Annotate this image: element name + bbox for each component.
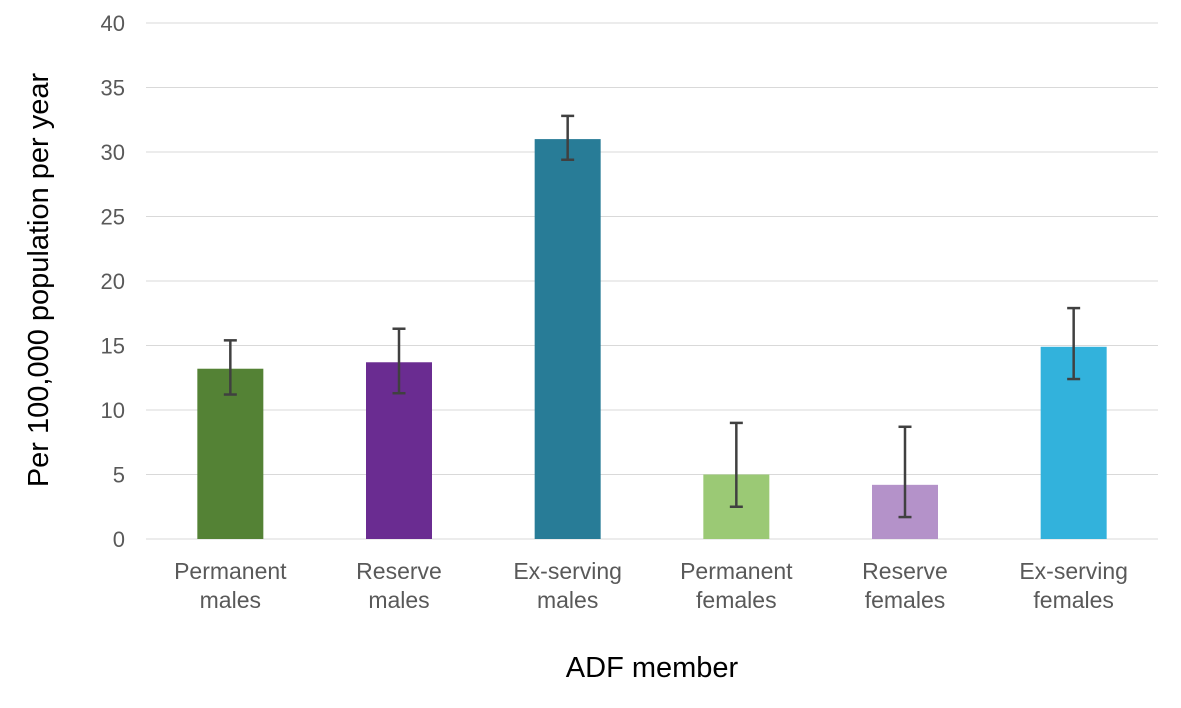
error-bar bbox=[898, 425, 912, 519]
y-tick-label: 40 bbox=[101, 11, 125, 36]
y-axis-title: Per 100,000 population per year bbox=[23, 72, 55, 487]
y-tick-label: 10 bbox=[101, 398, 125, 423]
error-bar bbox=[223, 339, 237, 396]
error-bars bbox=[223, 114, 1081, 519]
x-category-label-line: Ex-serving bbox=[513, 558, 622, 584]
y-tick-label: 25 bbox=[101, 205, 125, 230]
bars bbox=[197, 139, 1107, 539]
y-tick-label: 20 bbox=[101, 269, 125, 294]
y-tick-label: 30 bbox=[101, 140, 125, 165]
y-axis-ticks: 0 5 10 15 20 25 30 35 40 bbox=[101, 11, 125, 552]
error-bar bbox=[561, 114, 575, 161]
x-category-label: Reserve males bbox=[356, 558, 442, 613]
x-category-label-line: males bbox=[537, 587, 598, 613]
x-category-label-line: females bbox=[865, 587, 946, 613]
x-category-label: Permanent males bbox=[174, 558, 287, 613]
y-tick-label: 35 bbox=[101, 76, 125, 101]
y-tick-label: 5 bbox=[113, 463, 125, 488]
y-tick-label: 15 bbox=[101, 334, 125, 359]
x-category-label-line: females bbox=[1033, 587, 1114, 613]
x-category-label: Ex-serving males bbox=[513, 558, 622, 613]
error-bar bbox=[729, 421, 743, 508]
x-category-label-line: Permanent bbox=[174, 558, 287, 584]
x-category-label-line: males bbox=[368, 587, 429, 613]
error-bar bbox=[1067, 306, 1081, 381]
x-axis-categories: Permanent males Reserve males Ex-serving male… bbox=[174, 558, 1128, 613]
x-category-label: Ex-serving females bbox=[1019, 558, 1128, 613]
y-tick-label: 0 bbox=[113, 527, 125, 552]
bar bbox=[197, 368, 264, 539]
x-category-label-line: Permanent bbox=[680, 558, 793, 584]
x-category-label-line: males bbox=[200, 587, 261, 613]
x-category-label-line: Reserve bbox=[356, 558, 442, 584]
x-category-label-line: Ex-serving bbox=[1019, 558, 1128, 584]
x-category-label-line: Reserve bbox=[862, 558, 948, 584]
error-bar bbox=[392, 327, 406, 395]
x-axis-title: ADF member bbox=[566, 652, 739, 684]
x-category-label: Reserve females bbox=[862, 558, 948, 613]
x-category-label: Permanent females bbox=[680, 558, 793, 613]
gridlines bbox=[146, 22, 1158, 540]
x-category-label-line: females bbox=[696, 587, 777, 613]
bar bbox=[534, 139, 601, 539]
